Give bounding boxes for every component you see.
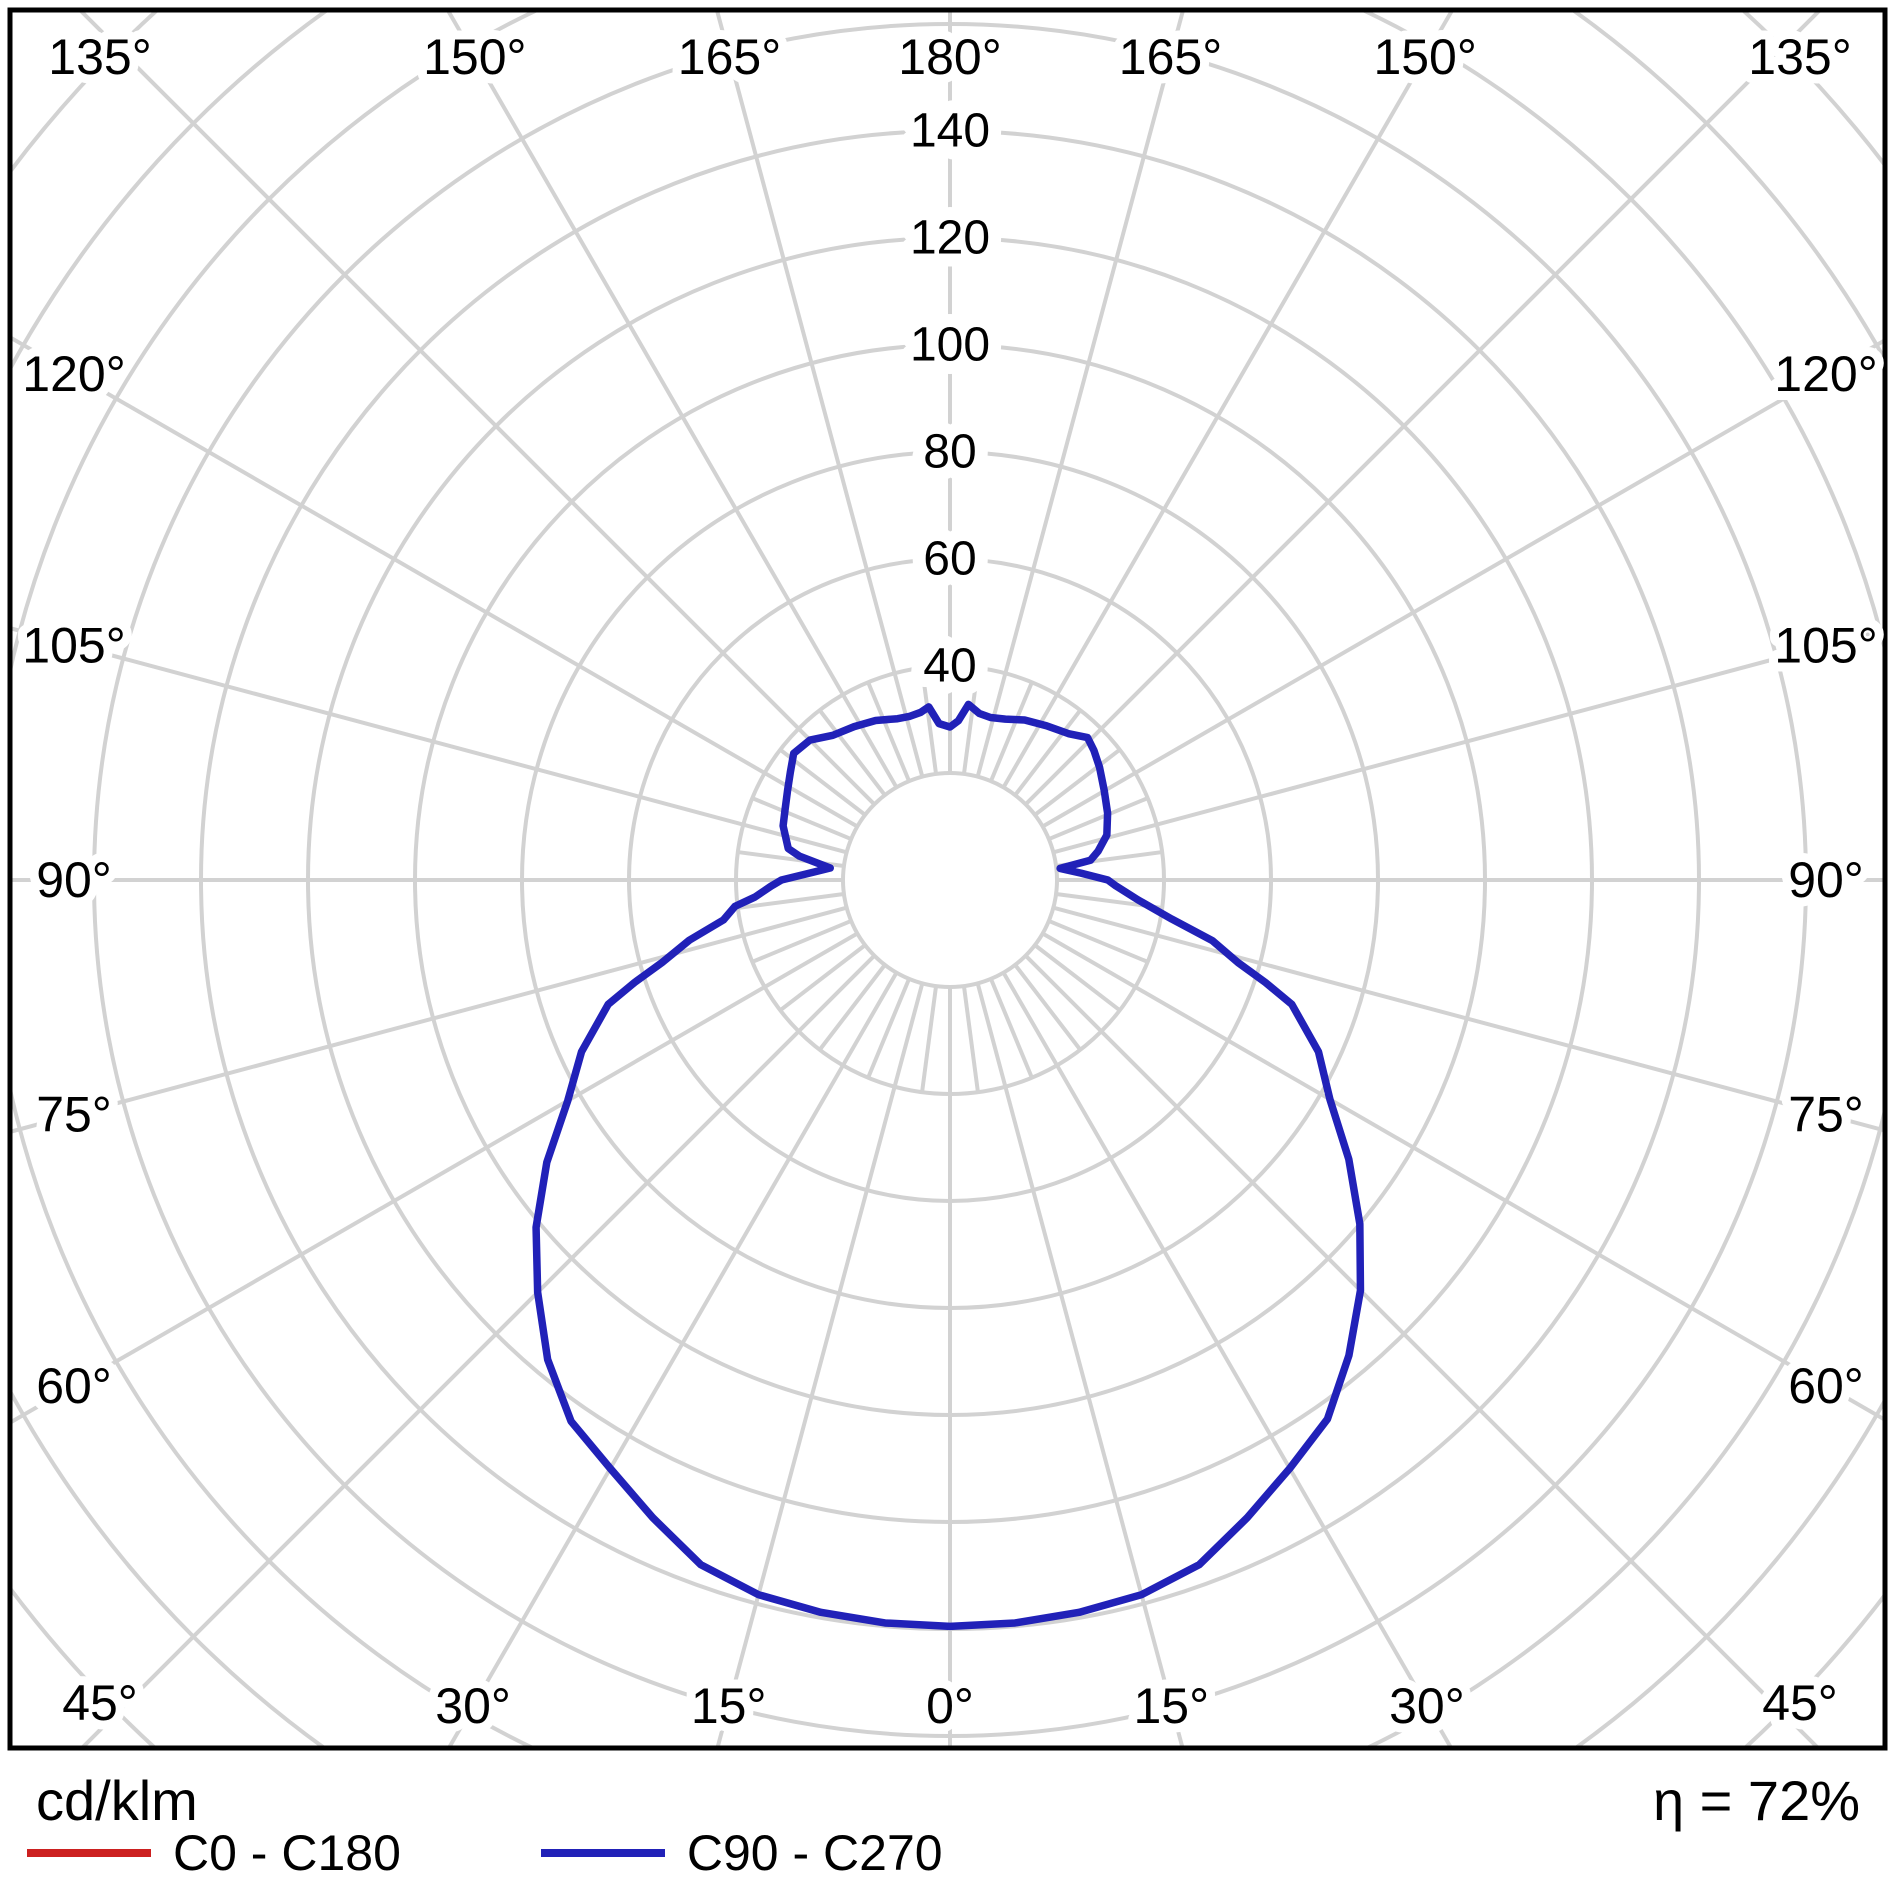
radial-tick-140: 140 bbox=[910, 105, 990, 158]
curve-C90-C270 bbox=[532, 700, 1365, 1631]
angle-label-90-right: 90° bbox=[1788, 852, 1864, 908]
angle-label-60-left: 60° bbox=[36, 1358, 112, 1414]
angle-label-135-left: 135° bbox=[48, 29, 151, 85]
angle-label-75-left: 75° bbox=[36, 1087, 112, 1143]
angle-label-105-right: 105° bbox=[1774, 617, 1877, 673]
angle-label-150-right: 150° bbox=[1373, 29, 1476, 85]
c90-c270-line-swatch bbox=[540, 1849, 665, 1857]
c90-c270-label: C90 - C270 bbox=[686, 1825, 943, 1881]
angle-label-30-right: 30° bbox=[1389, 1678, 1465, 1734]
legend: C0 - C180 C90 - C270 bbox=[27, 1824, 1063, 1882]
angle-label-135-right: 135° bbox=[1748, 29, 1851, 85]
angle-label-30-left: 30° bbox=[435, 1678, 511, 1734]
angle-label-45-right: 45° bbox=[1762, 1675, 1838, 1731]
radial-tick-40: 40 bbox=[923, 640, 976, 693]
angle-label-120-left: 120° bbox=[22, 346, 125, 402]
angle-label-165-right: 165° bbox=[1119, 29, 1222, 85]
angle-label-60-right: 60° bbox=[1788, 1358, 1864, 1414]
angle-label-180: 180° bbox=[898, 29, 1001, 85]
units-label: cd/klm bbox=[36, 1769, 198, 1832]
c0-c180-label: C0 - C180 bbox=[173, 1825, 401, 1881]
light-output-ratio-label: η = 72% bbox=[1652, 1769, 1860, 1832]
radial-tick-100: 100 bbox=[910, 319, 990, 372]
angle-label-150-left: 150° bbox=[423, 29, 526, 85]
angle-label-15-right: 15° bbox=[1134, 1678, 1210, 1734]
angle-label-165-left: 165° bbox=[678, 29, 781, 85]
angle-label-105-left: 105° bbox=[22, 617, 125, 673]
radial-tick-60: 60 bbox=[923, 533, 976, 586]
angle-label-75-right: 75° bbox=[1788, 1087, 1864, 1143]
angle-label-45-left: 45° bbox=[62, 1675, 138, 1731]
chart-frame bbox=[7, 7, 1888, 1751]
legend-item-c90-c270: C90 - C270 bbox=[540, 1824, 943, 1882]
angle-label-0: 0° bbox=[926, 1678, 974, 1734]
angle-label-90-left: 90° bbox=[36, 852, 112, 908]
radial-tick-120: 120 bbox=[910, 212, 990, 265]
c0-c180-line-swatch bbox=[27, 1849, 151, 1857]
radial-tick-80: 80 bbox=[923, 426, 976, 479]
legend-item-c0-c180: C0 - C180 bbox=[27, 1824, 401, 1882]
angle-label-120-right: 120° bbox=[1774, 346, 1877, 402]
angle-label-15-left: 15° bbox=[691, 1678, 767, 1734]
